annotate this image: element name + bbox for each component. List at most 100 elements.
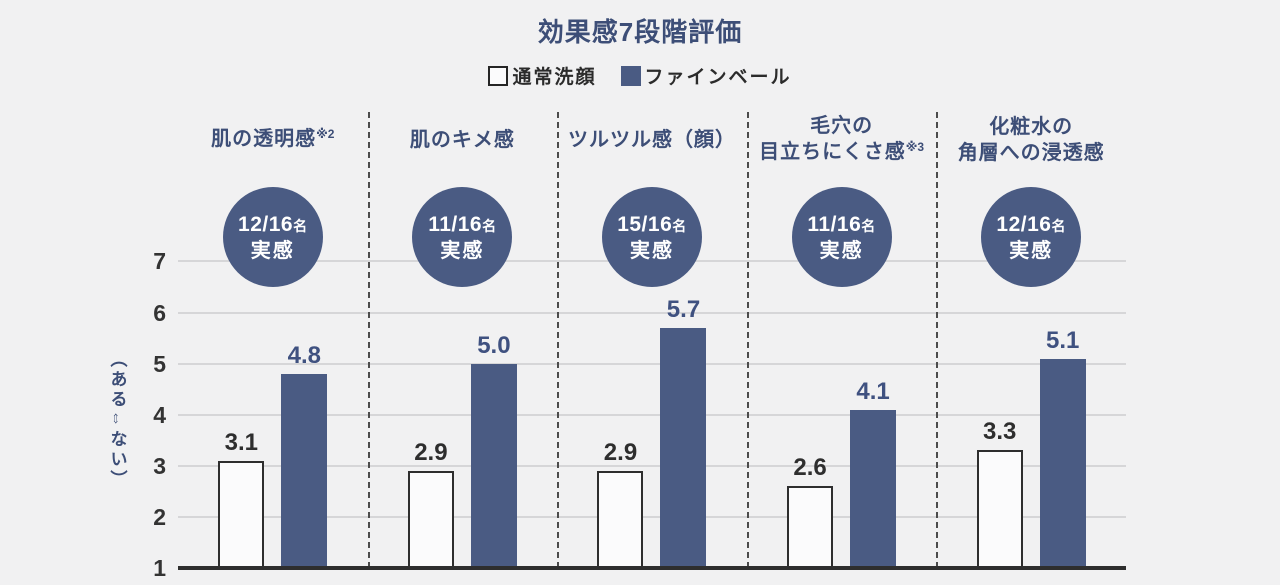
y-tick-label: 5: [153, 350, 166, 377]
bar-rect-fine-veil: [850, 409, 897, 568]
divider-dashed: [367, 112, 370, 568]
bar-fine-veil: 4.1: [850, 377, 897, 568]
respondent-badge: 12/16名 実感: [981, 187, 1082, 287]
gridline: [178, 362, 1126, 365]
category-title: 化粧水の角層への浸透感: [936, 104, 1126, 176]
badge-count: 11/16名: [807, 212, 876, 236]
category-title: ツルツル感（顔）: [557, 104, 747, 176]
legend-swatch-filled: [620, 65, 641, 86]
bar-group: 3.1 4.8: [178, 341, 368, 568]
legend: 通常洗顔 ファインベール: [0, 62, 1280, 89]
bar-rect-normal-wash: [976, 450, 1023, 568]
bar-value-label: 3.3: [983, 418, 1017, 446]
footnote-mark: ※3: [905, 140, 925, 154]
bar-value-label: 4.1: [856, 377, 890, 405]
category-title-line: 目立ちにくさ感※3: [759, 140, 925, 163]
badge-count: 12/16名: [996, 212, 1066, 236]
respondent-badge: 12/16名 実感: [222, 187, 323, 287]
respondent-badge: 11/16名 実感: [412, 187, 513, 287]
chart-title: 効果感7段階評価: [537, 17, 743, 47]
category-column: ツルツル感（顔） 15/16名 実感 2.9 5.7: [557, 0, 747, 585]
badge-unit: 名: [861, 217, 876, 234]
badge-count: 12/16名: [238, 212, 308, 236]
bar-rect-fine-veil: [660, 327, 707, 568]
divider-dashed: [557, 112, 560, 568]
bar-normal-wash: 2.6: [787, 454, 834, 568]
badge-count: 11/16名: [428, 212, 497, 236]
y-tick-label: 2: [153, 503, 166, 530]
y-tick-label: 3: [153, 452, 166, 479]
bar-value-label: 3.1: [224, 428, 258, 456]
bar-group: 3.3 5.1: [936, 326, 1126, 568]
bar-rect-fine-veil: [470, 363, 517, 568]
category-title: 毛穴の目立ちにくさ感※3: [747, 104, 937, 176]
x-axis-line: [178, 566, 1126, 570]
bar-fine-veil: 5.7: [660, 295, 707, 568]
category-title-line: 毛穴の: [810, 115, 874, 137]
bar-group: 2.9 5.7: [557, 295, 747, 568]
divider-dashed: [936, 112, 939, 568]
legend-label-fine-veil: ファインベール: [644, 67, 792, 88]
bar-rect-normal-wash: [407, 470, 454, 568]
legend-item-fine-veil: ファインベール: [620, 62, 792, 89]
badge-label: 実感: [629, 239, 674, 262]
footnote-mark: ※2: [316, 127, 335, 141]
bar-normal-wash: 3.1: [218, 428, 265, 568]
bar-rect-fine-veil: [281, 373, 328, 568]
bar-normal-wash: 2.9: [597, 438, 644, 568]
bar-value-label: 2.6: [793, 454, 827, 482]
legend-label-normal-wash: 通常洗顔: [512, 67, 597, 88]
category-title-line: 角層への浸透感: [957, 142, 1105, 164]
badge-label: 実感: [1009, 239, 1054, 262]
bar-fine-veil: 4.8: [281, 341, 328, 568]
gridline: [178, 464, 1126, 467]
category-title-line: 肌の透明感※2: [211, 127, 335, 150]
bar-value-label: 2.9: [414, 438, 448, 466]
y-tick-label: 6: [153, 299, 166, 326]
gridline: [178, 515, 1126, 518]
bar-group: 2.9 5.0: [368, 331, 558, 568]
bar-normal-wash: 2.9: [407, 438, 454, 568]
category-column: 化粧水の角層への浸透感 12/16名 実感 3.3 5.1: [936, 0, 1126, 585]
category-column: 肌の透明感※2 12/16名 実感 3.1 4.8: [178, 0, 368, 585]
category-column: 肌のキメ感 11/16名 実感 2.9 5.0: [368, 0, 558, 585]
y-tick-label: 7: [153, 248, 166, 275]
category-column: 毛穴の目立ちにくさ感※3 11/16名 実感 2.6 4.1: [747, 0, 937, 585]
bar-value-label: 5.7: [666, 295, 701, 323]
bar-fine-veil: 5.1: [1039, 326, 1086, 568]
category-title: 肌のキメ感: [368, 104, 558, 176]
category-title-line: ツルツル感（顔）: [567, 129, 736, 151]
divider-dashed: [746, 112, 749, 568]
badge-unit: 名: [1051, 217, 1066, 234]
legend-swatch-outline: [488, 65, 509, 86]
bar-value-label: 2.9: [603, 438, 638, 466]
badge-unit: 名: [482, 217, 497, 234]
y-tick-label: 1: [153, 555, 166, 581]
category-title-line: 肌のキメ感: [409, 129, 515, 151]
badge-count: 15/16名: [617, 212, 687, 236]
bar-normal-wash: 3.3: [976, 418, 1023, 568]
badge-unit: 名: [293, 217, 308, 234]
bar-rect-normal-wash: [787, 486, 834, 568]
badge-unit: 名: [672, 217, 687, 234]
bar-rect-normal-wash: [218, 460, 265, 568]
legend-item-normal-wash: 通常洗顔: [488, 62, 596, 89]
y-axis-label: （ある⇔ない）: [107, 350, 127, 490]
category-title: 肌の透明感※2: [178, 104, 368, 176]
bar-rect-fine-veil: [1039, 358, 1086, 568]
gridline: [178, 311, 1126, 314]
bar-value-label: 5.0: [477, 331, 511, 359]
respondent-badge: 11/16名 実感: [791, 187, 892, 287]
bar-group: 2.6 4.1: [747, 377, 937, 568]
bar-value-label: 5.1: [1046, 326, 1080, 354]
bar-fine-veil: 5.0: [470, 331, 517, 568]
badge-label: 実感: [819, 239, 864, 262]
y-tick-label: 4: [153, 401, 166, 428]
respondent-badge: 15/16名 実感: [601, 187, 702, 287]
bar-value-label: 4.8: [287, 341, 321, 369]
category-title-line: 化粧水の: [989, 116, 1074, 138]
gridline: [178, 413, 1126, 416]
badge-label: 実感: [440, 239, 485, 262]
